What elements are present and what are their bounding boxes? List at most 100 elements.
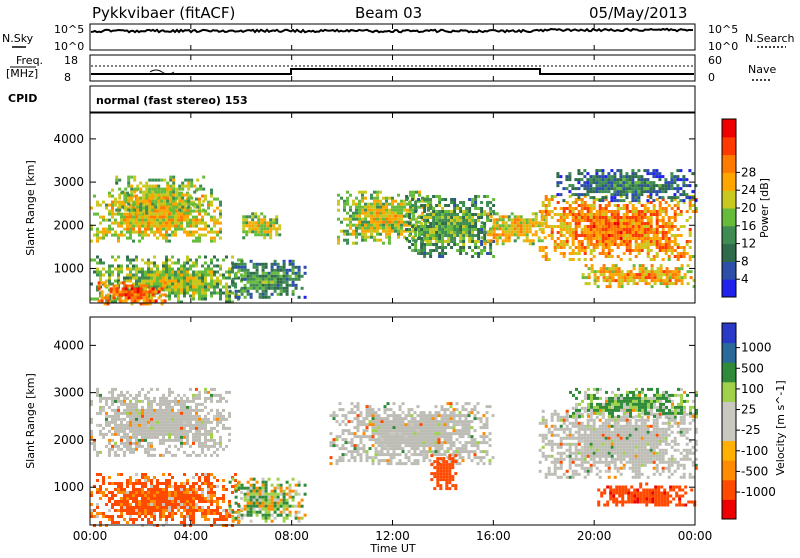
data-cell	[575, 252, 578, 255]
data-cell	[117, 515, 120, 518]
data-cell	[633, 282, 636, 285]
data-cell	[262, 290, 265, 293]
data-cell	[480, 240, 483, 243]
data-cell	[635, 213, 638, 216]
data-cell	[125, 299, 128, 302]
data-cell	[247, 487, 250, 490]
data-cell	[222, 409, 225, 412]
data-cell	[248, 224, 251, 227]
data-cell	[108, 454, 111, 457]
data-cell	[685, 184, 688, 187]
data-cell	[207, 397, 210, 400]
data-cell	[152, 299, 155, 302]
data-cell	[632, 222, 635, 225]
data-cell	[432, 243, 435, 246]
data-cell	[161, 293, 164, 296]
data-cell	[213, 415, 216, 418]
data-cell	[238, 484, 241, 487]
data-cell	[213, 240, 216, 243]
data-cell	[145, 185, 148, 188]
data-cell	[132, 277, 135, 280]
data-cell	[283, 502, 286, 505]
data-cell	[165, 424, 168, 427]
data-cell	[505, 224, 508, 227]
data-cell	[295, 266, 298, 269]
data-cell	[159, 409, 162, 412]
data-cell	[474, 234, 477, 237]
data-cell	[127, 182, 130, 185]
data-cell	[292, 490, 295, 493]
data-cell	[120, 488, 123, 491]
data-cell	[150, 433, 153, 436]
data-cell	[168, 497, 171, 500]
data-cell	[672, 282, 675, 285]
data-cell	[180, 280, 183, 283]
data-cell	[111, 400, 114, 403]
data-cell	[111, 222, 114, 225]
data-cell	[545, 225, 548, 228]
data-cell	[105, 503, 108, 506]
data-cell	[225, 488, 228, 491]
data-cell	[129, 442, 132, 445]
data-cell	[126, 268, 129, 271]
data-cell	[346, 242, 349, 245]
data-cell	[148, 200, 151, 203]
data-cell	[678, 270, 681, 273]
data-cell	[219, 268, 222, 271]
data-cell	[517, 236, 520, 239]
data-cell	[637, 169, 640, 172]
data-cell	[155, 299, 158, 302]
data-cell	[477, 216, 480, 219]
data-cell	[391, 212, 394, 215]
data-cell	[156, 421, 159, 424]
data-cell	[162, 509, 165, 512]
data-cell	[635, 210, 638, 213]
data-cell	[111, 497, 114, 500]
data-cell	[487, 233, 490, 236]
data-cell	[651, 273, 654, 276]
data-cell	[622, 193, 625, 196]
data-cell	[584, 234, 587, 237]
data-cell	[394, 206, 397, 209]
data-cell	[304, 272, 307, 275]
data-cell	[183, 231, 186, 234]
data-cell	[240, 491, 243, 494]
data-cell	[231, 485, 234, 488]
data-cell	[388, 203, 391, 206]
data-cell	[612, 267, 615, 270]
data-cell	[280, 275, 283, 278]
data-cell	[671, 207, 674, 210]
data-cell	[577, 193, 580, 196]
data-cell	[406, 209, 409, 212]
data-cell	[219, 204, 222, 207]
data-cell	[132, 488, 135, 491]
data-cell	[244, 493, 247, 496]
data-cell	[101, 281, 104, 284]
data-cell	[453, 225, 456, 228]
data-cell	[253, 508, 256, 511]
data-cell	[168, 415, 171, 418]
data-cell	[629, 210, 632, 213]
data-cell	[189, 289, 192, 292]
data-cell	[135, 216, 138, 219]
data-cell	[682, 193, 685, 196]
data-cell	[596, 234, 599, 237]
data-cell	[644, 246, 647, 249]
data-cell	[608, 255, 611, 258]
data-cell	[201, 494, 204, 497]
data-cell	[192, 476, 195, 479]
data-cell	[605, 231, 608, 234]
data-cell	[177, 268, 180, 271]
data-cell	[496, 242, 499, 245]
data-cell	[648, 273, 651, 276]
data-cell	[114, 418, 117, 421]
data-cell	[228, 439, 231, 442]
data-cell	[150, 262, 153, 265]
data-cell	[171, 518, 174, 521]
data-cell	[572, 240, 575, 243]
data-cell	[691, 196, 694, 199]
data-cell	[265, 275, 268, 278]
data-cell	[201, 442, 204, 445]
data-cell	[659, 219, 662, 222]
data-cell	[180, 515, 183, 518]
